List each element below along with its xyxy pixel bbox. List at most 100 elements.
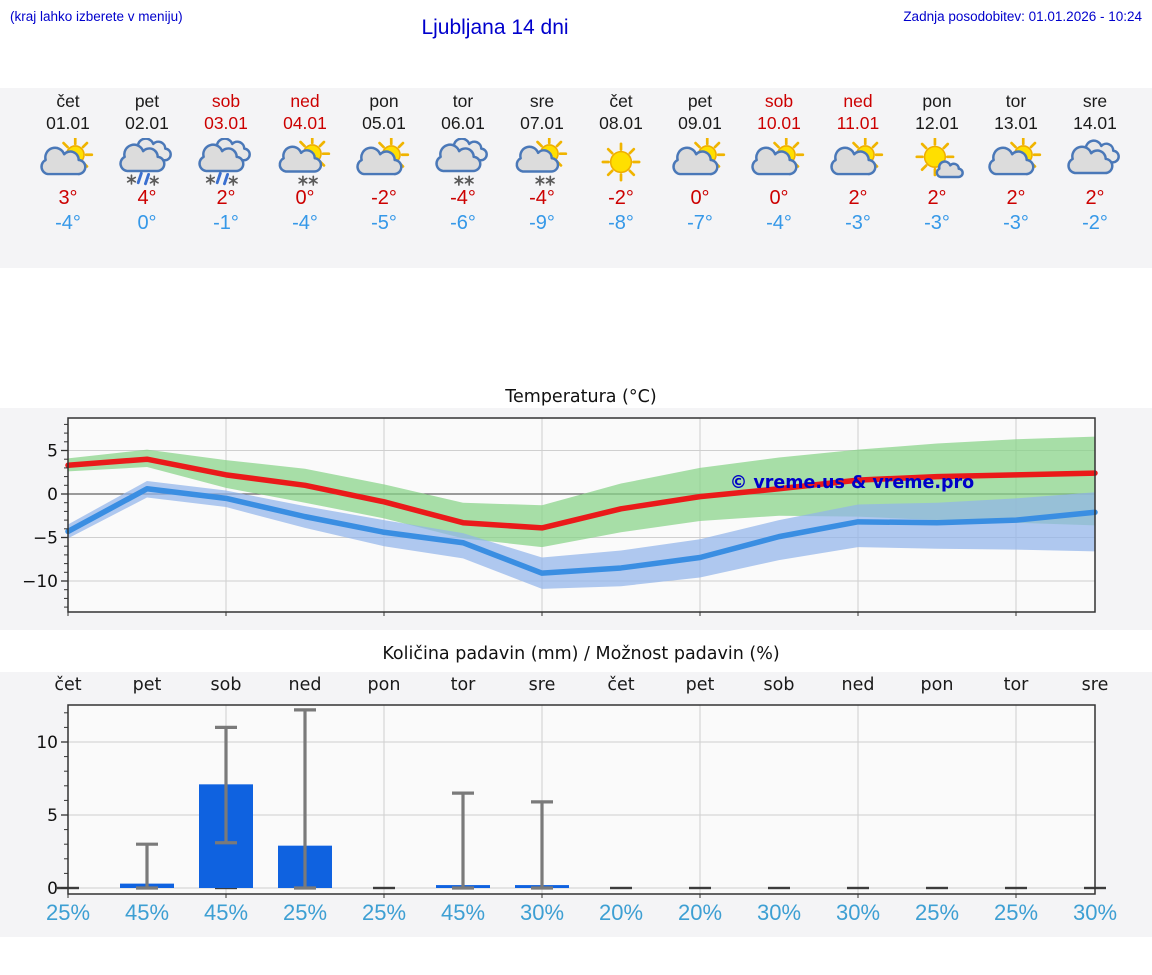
day-date: 06.01: [441, 113, 485, 133]
max-temperature: 2°: [216, 187, 236, 209]
partly-weather-icon: [988, 136, 1042, 176]
min-temperature: 0°: [137, 212, 157, 234]
day-date: 11.01: [836, 113, 880, 133]
day-name: sre: [1082, 91, 1108, 111]
precip-day-label: pet: [685, 675, 715, 695]
forecast-day-10.01: sob 10.01 0° -4°: [739, 90, 819, 236]
menu-hint-link[interactable]: (kraj lahko izberete v meniju): [10, 9, 183, 24]
precip-day-label: sob: [210, 675, 242, 695]
precip-probability: 45%: [440, 900, 486, 925]
svg-text:0: 0: [47, 485, 58, 505]
day-date: 02.01: [125, 113, 169, 133]
day-name: tor: [452, 91, 474, 111]
partly-weather-icon: [356, 136, 410, 176]
precip-probability: 30%: [1072, 900, 1118, 925]
svg-text:10: 10: [36, 733, 58, 753]
precip-day-label: tor: [450, 675, 476, 695]
precip-probability: 30%: [519, 900, 565, 925]
precipitation-chart-title: Količina padavin (mm) / Možnost padavin …: [382, 644, 780, 664]
rain-snow-weather-icon: [198, 137, 251, 186]
precip-probability: 25%: [361, 900, 407, 925]
day-date: 03.01: [204, 113, 248, 133]
min-temperature: -3°: [924, 212, 950, 234]
min-temperature: -4°: [766, 212, 792, 234]
min-temperature: -2°: [1082, 212, 1108, 234]
forecast-day-01.01: čet 01.01 3° -4°: [28, 90, 108, 236]
last-update-text: Zadnja posodobitev: 01.01.2026 - 10:24: [903, 9, 1142, 24]
max-temperature: 3°: [58, 187, 78, 209]
partly-weather-icon: [40, 136, 94, 176]
precip-probability: 20%: [677, 900, 723, 925]
min-temperature: -3°: [845, 212, 871, 234]
min-temperature: -3°: [1003, 212, 1029, 234]
precip-probability: 30%: [835, 900, 881, 925]
precip-day-label: ned: [288, 675, 322, 695]
temperature-chart-title: Temperatura (°C): [505, 387, 657, 407]
precipitation-chart: 0 5 10: [36, 704, 1106, 898]
day-date: 05.01: [362, 113, 406, 133]
sunny-weather-icon: [601, 142, 641, 182]
max-temperature: 2°: [1006, 187, 1026, 209]
day-name: sre: [529, 91, 555, 111]
precip-day-label: pon: [920, 675, 954, 695]
forecast-day-07.01: sre 07.01 -4° -9°: [502, 90, 582, 236]
max-temperature: 0°: [295, 187, 315, 209]
day-name: čet: [56, 91, 80, 111]
svg-text:5: 5: [47, 806, 58, 826]
day-name: sob: [211, 91, 241, 111]
day-date: 01.01: [46, 113, 90, 133]
partly-snow-weather-icon: [515, 135, 568, 186]
temperature-chart: © vreme.us & vreme.pro 5 0 −5 −10: [0, 408, 1152, 630]
page-title: Ljubljana 14 dni: [421, 16, 569, 39]
precip-probability: 25%: [914, 900, 960, 925]
day-date: 09.01: [678, 113, 722, 133]
precip-day-label: sre: [528, 675, 556, 695]
precip-day-label: čet: [607, 675, 635, 695]
day-name: sob: [764, 91, 794, 111]
precip-probability: 25%: [282, 900, 328, 925]
min-temperature: -6°: [450, 212, 476, 234]
precip-day-label: sre: [1081, 675, 1109, 695]
day-name: pet: [687, 91, 713, 111]
precip-day-label: tor: [1003, 675, 1029, 695]
precipitation-section: 0 5 10 čet pet sob ned pon tor sre čet pet sob ned po…: [0, 672, 1152, 937]
day-name: ned: [843, 91, 873, 111]
max-temperature: -2°: [371, 187, 397, 209]
day-date: 10.01: [757, 113, 801, 133]
max-temperature: 0°: [690, 187, 710, 209]
day-name: ned: [290, 91, 320, 111]
svg-text:5: 5: [47, 442, 58, 462]
precip-probability: 25%: [993, 900, 1039, 925]
precip-probability: 25%: [45, 900, 91, 925]
svg-text:−10: −10: [22, 572, 58, 592]
day-name: pon: [922, 91, 952, 111]
rain-snow-weather-icon: [119, 137, 172, 186]
svg-text:−5: −5: [33, 529, 58, 549]
precip-day-label: pon: [367, 675, 401, 695]
day-date: 13.01: [994, 113, 1038, 133]
min-temperature: -4°: [292, 212, 318, 234]
day-name: pon: [369, 91, 399, 111]
forecast-day-13.01: tor 13.01 2° -3°: [976, 90, 1056, 236]
forecast-day-05.01: pon 05.01 -2° -5°: [344, 90, 424, 236]
precip-day-label: čet: [54, 675, 82, 695]
mostly-sunny-weather-icon: [915, 137, 964, 179]
max-temperature: -4°: [450, 187, 476, 209]
precip-probability: 45%: [124, 900, 170, 925]
day-date: 04.01: [283, 113, 327, 133]
max-temperature: 0°: [769, 187, 789, 209]
forecast-day-12.01: pon 12.01 2° -3°: [897, 90, 977, 236]
precip-probability: 30%: [756, 900, 802, 925]
forecast-day-04.01: ned 04.01 0° -4°: [265, 90, 345, 236]
max-temperature: 2°: [848, 187, 868, 209]
partly-weather-icon: [751, 136, 805, 176]
max-temperature: 2°: [1085, 187, 1105, 209]
forecast-day-11.01: ned 11.01 2° -3°: [818, 90, 898, 236]
day-name: čet: [609, 91, 633, 111]
min-temperature: -5°: [371, 212, 397, 234]
day-date: 07.01: [520, 113, 564, 133]
min-temperature: -7°: [687, 212, 713, 234]
day-date: 12.01: [915, 113, 959, 133]
cloudy-weather-icon: [1067, 139, 1120, 175]
